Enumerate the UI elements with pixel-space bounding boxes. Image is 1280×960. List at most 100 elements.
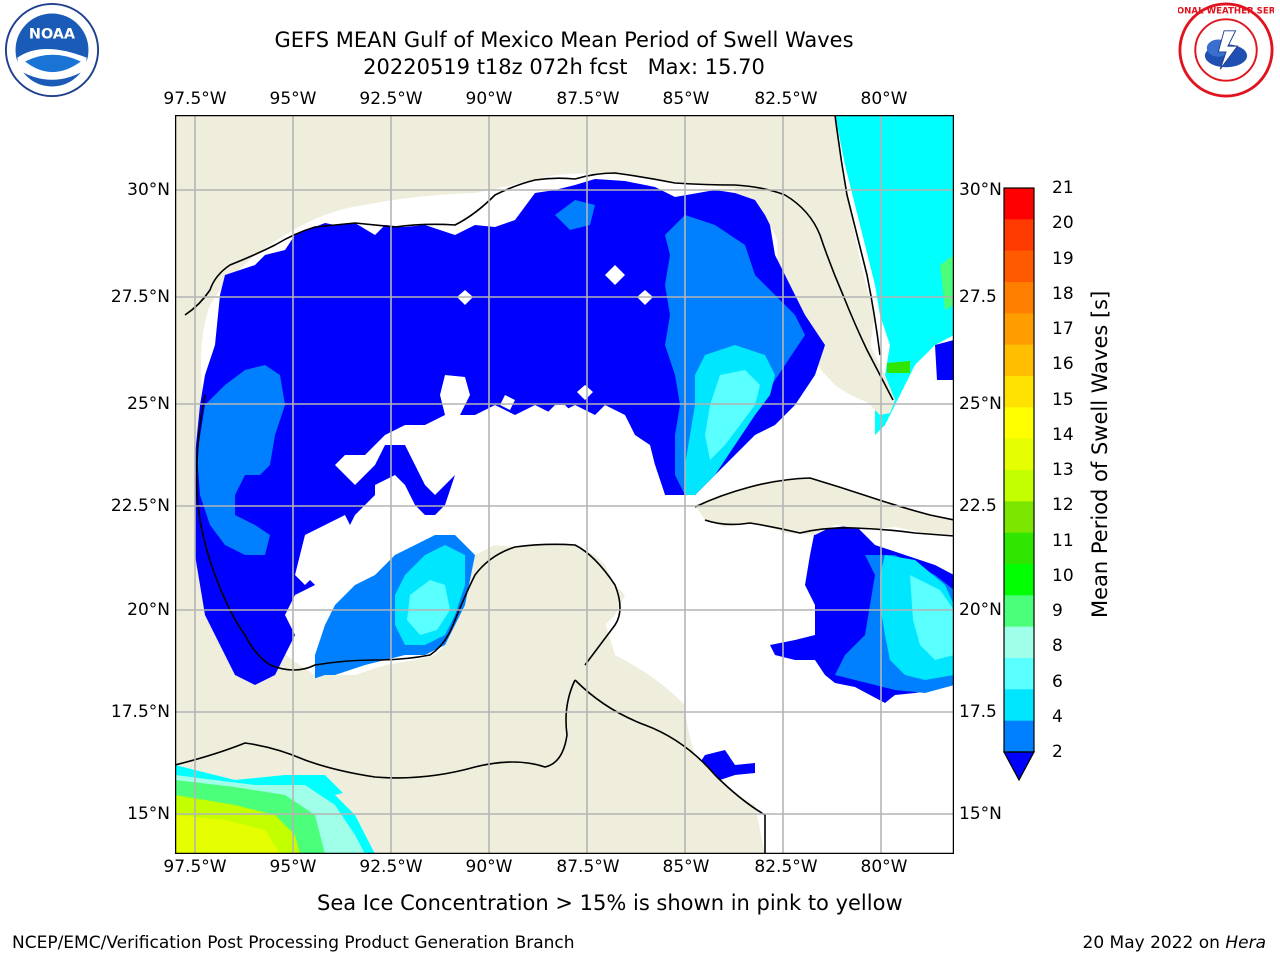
colorbar-block — [1004, 532, 1034, 565]
map-plot — [175, 115, 954, 854]
swell-hole-1 — [335, 405, 665, 515]
lon-label-bottom: 85°W — [662, 857, 710, 877]
colorbar-label: 6 — [1052, 671, 1063, 692]
lat-label-left: 20°N — [127, 600, 170, 620]
swell-field-pacific-yellow — [175, 815, 280, 854]
lon-label-top: 80°W — [860, 89, 908, 109]
swell-hole-4 — [605, 265, 625, 285]
colorbar-block — [1004, 344, 1034, 377]
footer-host: Hera — [1225, 933, 1266, 953]
land-central-america — [335, 675, 765, 854]
colorbar-label: 17 — [1052, 319, 1074, 339]
lon-label-top: 97.5°W — [163, 89, 227, 109]
colorbar-block — [1004, 407, 1034, 440]
sea-ice-note: Sea Ice Concentration > 15% is shown in … — [317, 891, 903, 915]
land-yucatan — [175, 545, 625, 780]
lat-label-left: 22.5°N — [110, 496, 170, 516]
lon-label-bottom: 90°W — [465, 857, 513, 877]
colorbar-frame — [1003, 187, 1035, 753]
swell-field-mid-west — [197, 365, 285, 555]
colorbar-label: 19 — [1052, 248, 1074, 269]
lat-label-right: 17.5 — [959, 702, 997, 722]
swell-field-light-east — [705, 370, 760, 460]
colorbar-block — [1004, 658, 1034, 690]
colorbar-label: 4 — [1052, 706, 1063, 727]
swell-field-atlantic — [835, 115, 954, 435]
colorbar-block — [1004, 626, 1034, 659]
lat-label-left: 15°N — [127, 804, 170, 824]
map-gridlines — [175, 115, 954, 854]
colorbar-label: 9 — [1052, 601, 1063, 621]
nws-logo-text: NATIONAL WEATHER SERVICE — [1178, 7, 1274, 17]
lon-label-bottom: 92.5°W — [359, 857, 423, 877]
noaa-logo: NOAA — [4, 2, 100, 98]
swell-field-atlantic-blue — [935, 340, 954, 380]
colorbar-block — [1004, 282, 1034, 314]
colorbar-block — [1004, 720, 1034, 753]
colorbar-block — [1004, 470, 1034, 502]
lon-label-bottom: 82.5°W — [754, 857, 818, 877]
lat-label-right: 20°N — [959, 600, 1002, 620]
lat-label-right: 27.5 — [959, 287, 997, 307]
coastlines — [175, 115, 954, 854]
colorbar-title: Mean Period of Swell Waves [s] — [1088, 290, 1112, 618]
colorbar-label: 20 — [1052, 213, 1074, 234]
lon-label-top: 82.5°W — [754, 89, 818, 109]
lat-label-right: 15°N — [959, 804, 1002, 824]
lat-label-right: 30°N — [959, 180, 1002, 200]
lat-label-left: 17.5°N — [110, 702, 170, 722]
lon-label-top: 92.5°W — [359, 89, 423, 109]
colorbar-label: 15 — [1052, 389, 1074, 410]
swell-field-light-south — [407, 580, 450, 635]
lon-label-top: 90°W — [465, 89, 513, 109]
colorbar-block — [1004, 313, 1034, 346]
colorbar-extend-triangle — [1002, 751, 1036, 782]
colorbar-label: 2 — [1052, 742, 1063, 762]
lat-label-right: 25°N — [959, 394, 1002, 414]
footer-date: 20 May 2022 on — [1082, 933, 1226, 953]
colorbar-label: 16 — [1052, 354, 1074, 375]
colorbar-block — [1004, 250, 1034, 283]
lon-label-top: 85°W — [662, 89, 710, 109]
colorbar-block — [1004, 219, 1034, 252]
colorbar-label: 14 — [1052, 424, 1074, 445]
colorbar-block — [1004, 376, 1034, 408]
lat-label-left: 27.5°N — [110, 287, 170, 307]
colorbar-label: 18 — [1052, 283, 1074, 304]
swell-field-dark — [195, 179, 825, 685]
colorbar-block — [1004, 501, 1034, 534]
footer-right: 20 May 2022 on Hera — [1083, 933, 1267, 953]
lon-label-bottom: 97.5°W — [163, 857, 227, 877]
lon-label-top: 95°W — [269, 89, 317, 109]
lon-label-bottom: 95°W — [269, 857, 317, 877]
lon-label-bottom: 87.5°W — [556, 857, 620, 877]
colorbar-label: 12 — [1052, 495, 1074, 516]
swell-hole-2 — [295, 515, 355, 585]
lat-label-left: 30°N — [127, 180, 170, 200]
chart-subtitle: 20220519 t18z 072h fcst Max: 15.70 — [363, 55, 765, 79]
colorbar-block — [1004, 595, 1034, 628]
colorbar-block — [1004, 689, 1034, 722]
lon-label-top: 87.5°W — [556, 89, 620, 109]
swell-hole-7 — [577, 385, 593, 400]
swell-field-mid-north — [555, 200, 595, 230]
nws-logo: NATIONAL WEATHER SERVICE — [1178, 2, 1274, 98]
colorbar-label: 10 — [1052, 565, 1074, 586]
colorbar-label: 21 — [1052, 178, 1074, 198]
colorbar-label: 13 — [1052, 460, 1074, 480]
lat-label-left: 25°N — [127, 394, 170, 414]
colorbar-block — [1004, 564, 1034, 596]
footer-left: NCEP/EMC/Verification Post Processing Pr… — [12, 933, 575, 953]
lat-label-right: 22.5 — [959, 496, 997, 516]
swell-hole-8 — [500, 395, 515, 410]
colorbar-block — [1004, 438, 1034, 471]
map-frame — [175, 115, 954, 854]
swell-field-atlantic-green2 — [887, 361, 910, 373]
chart-title: GEFS MEAN Gulf of Mexico Mean Period of … — [274, 28, 854, 52]
noaa-logo-text: NOAA — [29, 26, 76, 42]
colorbar-label: 11 — [1052, 530, 1074, 551]
colorbar-label: 8 — [1052, 636, 1063, 657]
colorbar-blocks — [1004, 188, 1034, 753]
lon-label-bottom: 80°W — [860, 857, 908, 877]
swell-field-caribbean-light — [910, 575, 954, 660]
